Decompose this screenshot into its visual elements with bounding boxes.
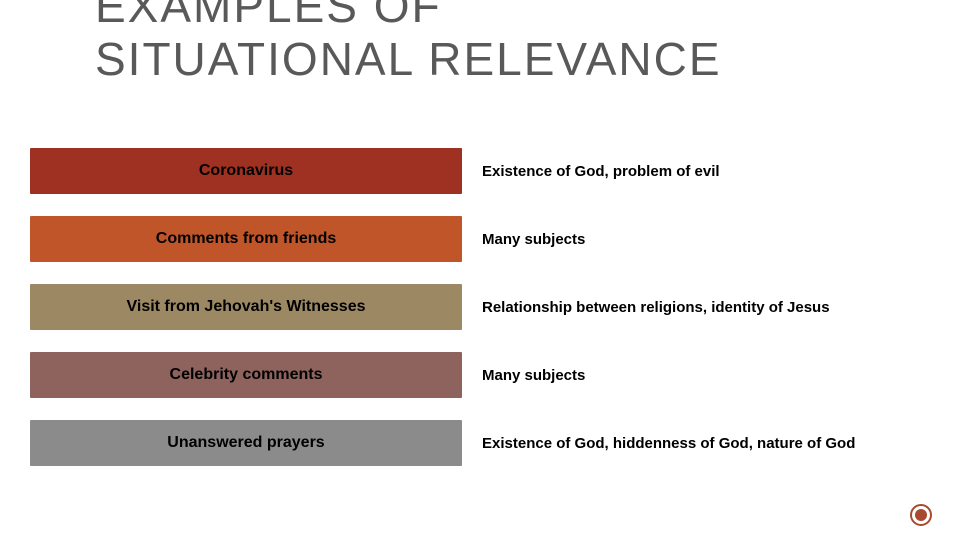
row-label: Unanswered prayers — [30, 420, 462, 466]
corner-decor-icon — [910, 504, 932, 526]
row-label: Visit from Jehovah's Witnesses — [30, 284, 462, 330]
row-label: Comments from friends — [30, 216, 462, 262]
row: Unanswered prayers Existence of God, hid… — [30, 420, 930, 466]
row-value: Relationship between religions, identity… — [462, 284, 930, 330]
row: Coronavirus Existence of God, problem of… — [30, 148, 930, 194]
row-value: Many subjects — [462, 352, 930, 398]
slide-title: EXAMPLES OFSITUATIONAL RELEVANCE — [95, 0, 722, 86]
row: Comments from friends Many subjects — [30, 216, 930, 262]
row: Visit from Jehovah's Witnesses Relations… — [30, 284, 930, 330]
row: Celebrity comments Many subjects — [30, 352, 930, 398]
row-label: Celebrity comments — [30, 352, 462, 398]
row-value: Existence of God, problem of evil — [462, 148, 930, 194]
row-value: Many subjects — [462, 216, 930, 262]
row-label: Coronavirus — [30, 148, 462, 194]
rows-container: Coronavirus Existence of God, problem of… — [30, 148, 930, 466]
row-value: Existence of God, hiddenness of God, nat… — [462, 420, 930, 466]
